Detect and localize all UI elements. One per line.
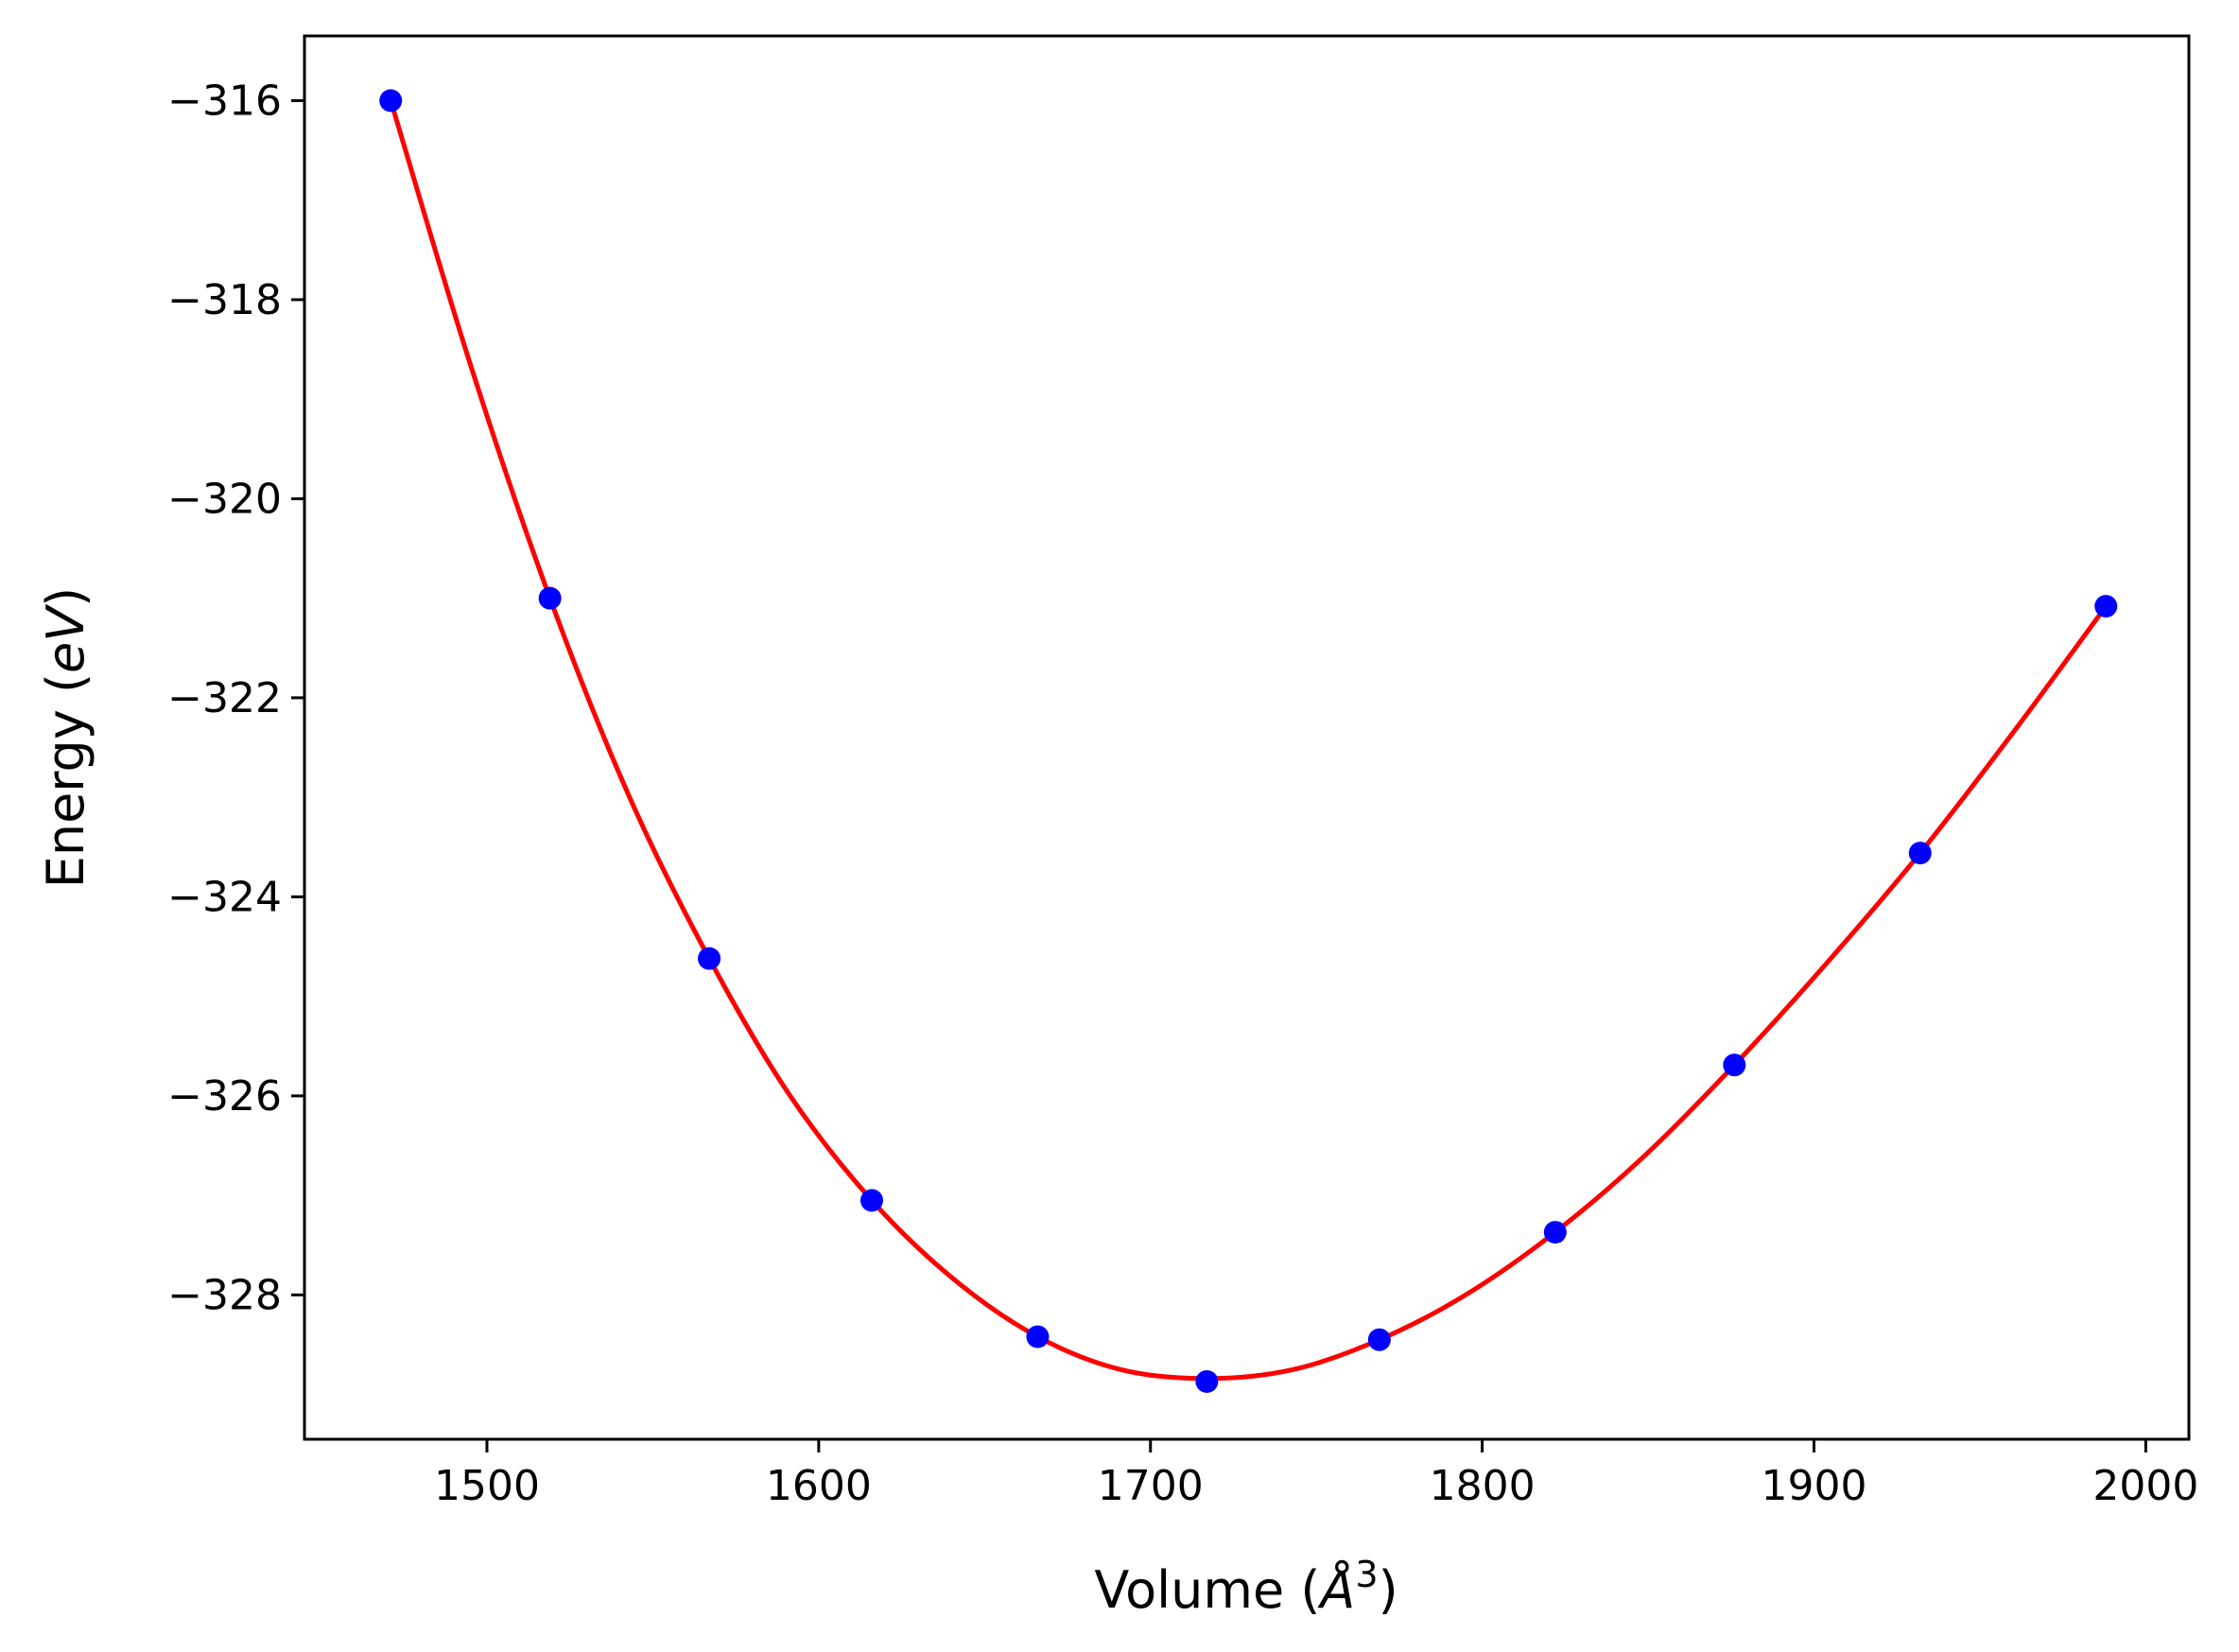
x-axis-label: Volume (Å3) — [1094, 1554, 1397, 1620]
data-point — [1543, 1221, 1567, 1244]
data-point — [1195, 1369, 1219, 1393]
x-tick-label: 1800 — [1430, 1462, 1536, 1510]
x-tick-label: 1500 — [434, 1462, 540, 1510]
fit-curve — [388, 99, 2109, 1382]
x-axis-label-symbol: Å — [1317, 1559, 1355, 1620]
data-point — [1723, 1053, 1746, 1077]
x-tick-label: 1600 — [766, 1462, 872, 1510]
y-tick-label: −326 — [167, 1072, 282, 1121]
x-axis-ticks: 1500 1600 1700 1800 1900 2000 — [434, 1439, 2198, 1510]
data-point — [2094, 595, 2118, 618]
y-axis-label-prefix: Energy ( — [36, 673, 95, 888]
y-tick-label: −322 — [167, 674, 282, 722]
data-point — [698, 947, 721, 970]
y-axis-label-suffix: ) — [36, 587, 95, 607]
data-point — [379, 89, 403, 113]
data-point — [538, 586, 562, 610]
data-point — [1908, 842, 1932, 865]
y-tick-label: −324 — [167, 873, 282, 921]
data-point — [860, 1189, 884, 1212]
data-point — [1026, 1325, 1050, 1348]
y-tick-label: −328 — [167, 1271, 282, 1319]
y-axis-ticks: −316 −318 −320 −322 −324 −326 −328 — [167, 77, 304, 1319]
y-tick-label: −320 — [167, 475, 282, 523]
x-axis-label-exponent: 3 — [1355, 1554, 1378, 1595]
data-point — [1367, 1328, 1391, 1351]
y-axis-label: Energy (eV) — [36, 587, 95, 889]
x-tick-label: 1700 — [1098, 1462, 1204, 1510]
plot-frame — [303, 34, 2191, 1441]
y-tick-label: −316 — [167, 77, 282, 125]
x-axis-label-prefix: Volume ( — [1094, 1560, 1320, 1620]
x-tick-label: 2000 — [2092, 1462, 2198, 1510]
y-axis-label-unit: eV — [36, 603, 95, 673]
x-axis-label-suffix: ) — [1379, 1560, 1398, 1620]
plot-layer — [379, 89, 2118, 1393]
y-tick-label: −318 — [167, 276, 282, 324]
x-tick-label: 1900 — [1762, 1462, 1867, 1510]
